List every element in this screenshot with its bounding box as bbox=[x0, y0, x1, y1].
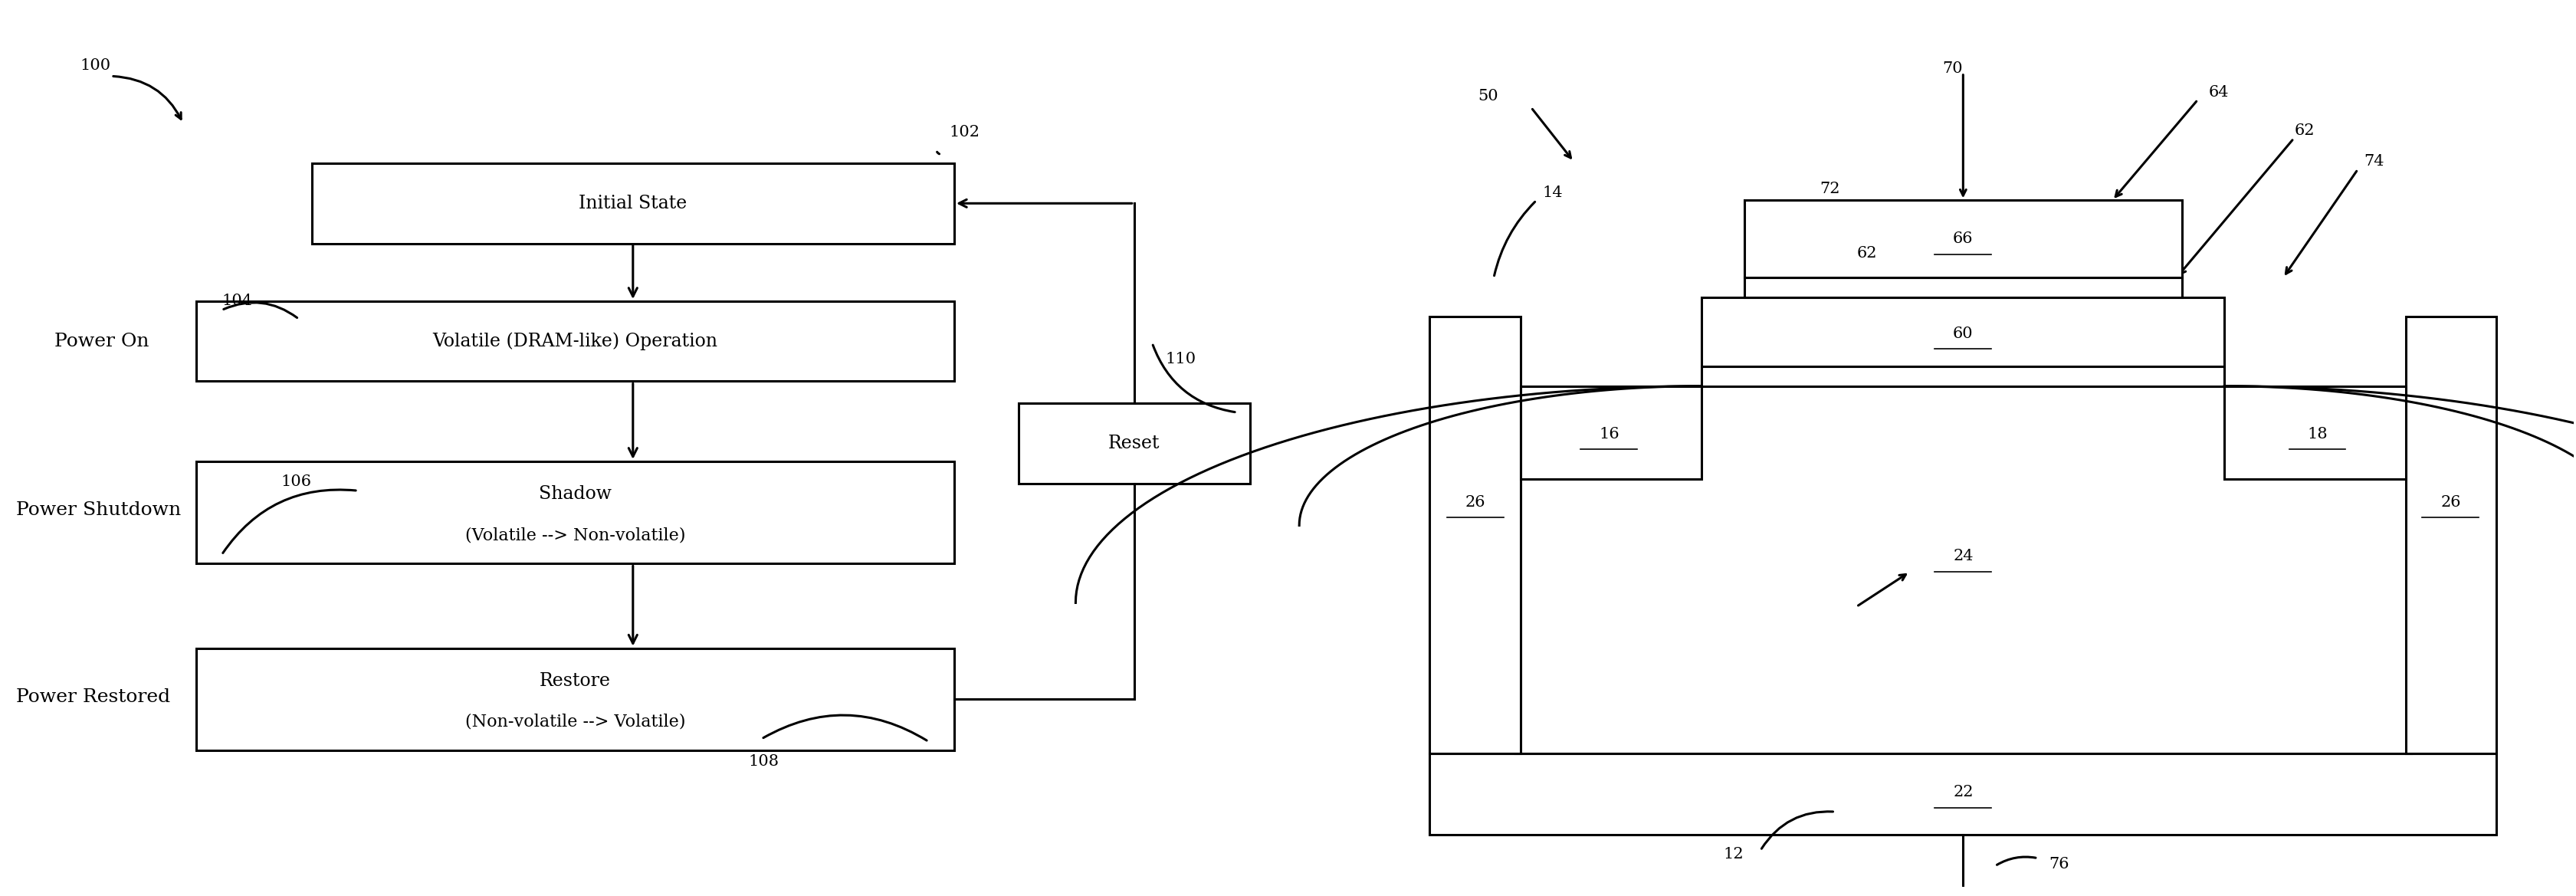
Text: 12: 12 bbox=[1723, 847, 1744, 862]
Text: 14: 14 bbox=[1543, 185, 1561, 200]
Bar bbox=[312, 163, 953, 244]
Bar bbox=[1430, 754, 2496, 835]
Text: 62: 62 bbox=[1857, 246, 1878, 260]
Text: 22: 22 bbox=[1953, 785, 1973, 800]
Text: 108: 108 bbox=[750, 754, 778, 769]
Text: 76: 76 bbox=[2048, 857, 2069, 872]
Text: 62: 62 bbox=[2293, 124, 2313, 138]
Text: 100: 100 bbox=[80, 58, 111, 73]
Text: 26: 26 bbox=[2439, 495, 2460, 510]
Bar bbox=[2223, 386, 2406, 479]
Text: 110: 110 bbox=[1164, 352, 1195, 366]
Text: 104: 104 bbox=[222, 294, 252, 308]
Text: 26: 26 bbox=[1466, 495, 1486, 510]
Text: Power On: Power On bbox=[54, 332, 149, 350]
Text: 102: 102 bbox=[948, 125, 979, 140]
Bar bbox=[1700, 366, 2223, 386]
Text: 106: 106 bbox=[281, 475, 312, 489]
Bar bbox=[1700, 297, 2223, 366]
Text: (Volatile --> Non-volatile): (Volatile --> Non-volatile) bbox=[464, 527, 685, 544]
Bar bbox=[1430, 316, 1520, 754]
Text: 64: 64 bbox=[2208, 85, 2228, 99]
Bar bbox=[1018, 403, 1249, 484]
Text: Volatile (DRAM-like) Operation: Volatile (DRAM-like) Operation bbox=[433, 332, 719, 350]
Bar bbox=[196, 648, 953, 751]
Text: 24: 24 bbox=[1953, 549, 1973, 564]
Bar bbox=[1515, 386, 2411, 754]
Bar bbox=[1744, 278, 2182, 297]
Text: Initial State: Initial State bbox=[580, 194, 688, 212]
Bar bbox=[1744, 201, 2182, 278]
Text: 66: 66 bbox=[1953, 232, 1973, 246]
Text: 74: 74 bbox=[2362, 154, 2383, 169]
Text: 16: 16 bbox=[1597, 426, 1618, 442]
Text: (Non-volatile --> Volatile): (Non-volatile --> Volatile) bbox=[464, 713, 685, 730]
Text: Power Restored: Power Restored bbox=[15, 688, 170, 706]
Bar bbox=[196, 461, 953, 564]
Bar bbox=[1520, 386, 1700, 479]
Text: Reset: Reset bbox=[1108, 435, 1159, 452]
Text: 72: 72 bbox=[1819, 182, 1839, 196]
Text: 60: 60 bbox=[1953, 326, 1973, 340]
Text: Power Shutdown: Power Shutdown bbox=[15, 502, 180, 519]
Text: 18: 18 bbox=[2306, 426, 2326, 442]
Text: Restore: Restore bbox=[538, 672, 611, 690]
Text: 70: 70 bbox=[1942, 62, 1963, 76]
Text: Shadow: Shadow bbox=[538, 486, 611, 503]
Bar bbox=[2406, 316, 2496, 754]
Bar bbox=[196, 301, 953, 382]
Text: 50: 50 bbox=[1479, 89, 1499, 103]
